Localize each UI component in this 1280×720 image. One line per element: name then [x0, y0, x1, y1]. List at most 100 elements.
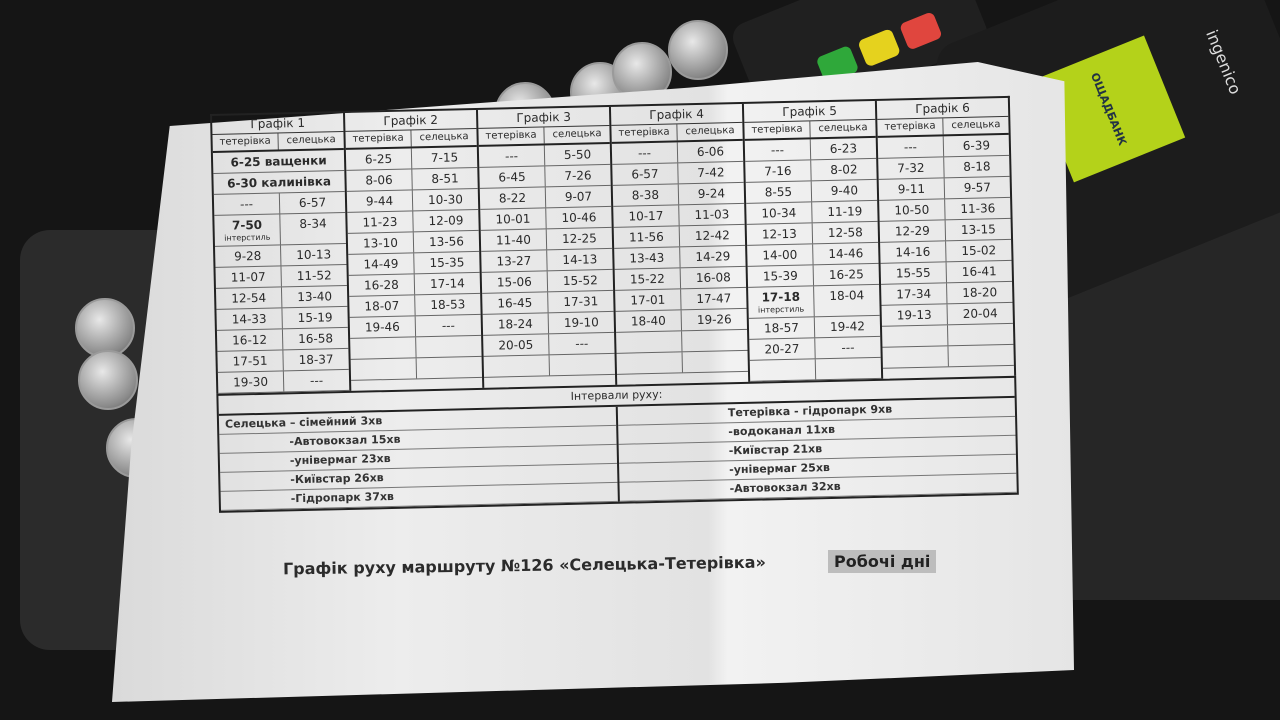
departure-time: 15-22 — [629, 271, 665, 287]
departure-selecka: 19-10 — [563, 315, 599, 331]
table-row: --- 6-23 — [744, 137, 877, 162]
departure-selecka: 12-42 — [694, 228, 730, 244]
table-row: --- 5-50 — [478, 143, 611, 168]
departure-time: 16-45 — [497, 295, 533, 311]
departure-time: --- — [637, 146, 652, 161]
table-row: 7-32 8-18 — [878, 155, 1010, 180]
schedule-2: Графік 2 тетерівка селецька 6-25 7-15 8-06 8-5… — [345, 109, 485, 391]
departure-time: 18-40 — [630, 313, 666, 329]
departure-selecka: 14-46 — [828, 246, 864, 262]
column-header-teterivka: тетерівка — [877, 118, 944, 136]
departure-time: 17-34 — [896, 286, 932, 302]
departure-selecka: 10-13 — [296, 247, 332, 263]
schedule-6: Графік 6 тетерівка селецька --- 6-39 7-32 8-18… — [876, 97, 1014, 379]
table-row: 11-07 11-52 — [215, 264, 347, 289]
departure-teterivka: 8-22 — [479, 187, 547, 209]
departure-selecka: 9-07 — [564, 189, 593, 204]
table-row: 7-50 інтерстиль 8-34 — [214, 212, 346, 247]
departure-teterivka: 10-01 — [480, 208, 547, 230]
column-header-selecka: селецька — [552, 128, 602, 141]
departure-selecka: 10-30 — [427, 192, 464, 208]
departure-time: 10-34 — [761, 205, 797, 221]
table-row: 18-24 19-10 — [482, 311, 615, 336]
table-row: 16-12 16-58 — [216, 327, 349, 352]
schedule-5: Графік 5 тетерівка селецька --- 6-23 7-16 8-02… — [743, 100, 884, 382]
table-row: 17-01 17-47 — [615, 287, 747, 312]
departure-teterivka: 11-40 — [480, 229, 548, 251]
departure-selecka: 15-02 — [961, 243, 997, 258]
departure-teterivka: 8-55 — [745, 181, 813, 203]
departure-teterivka: --- — [744, 139, 812, 161]
column-header-teterivka: тетерівка — [478, 127, 545, 145]
departure-teterivka: 18-40 — [615, 310, 683, 332]
table-row: 18-07 18-53 — [349, 293, 481, 318]
departure-time: 8-55 — [764, 184, 793, 200]
departure-selecka: 16-41 — [961, 264, 997, 279]
empty-row — [616, 350, 748, 375]
departure-time: 6-45 — [498, 169, 526, 185]
departure-time: 8-22 — [498, 190, 527, 206]
column-header-selecka: селецька — [286, 134, 336, 147]
empty-cell — [550, 354, 615, 375]
table-row: 6-25 7-15 — [345, 146, 478, 171]
column-header-selecka: селецька — [685, 125, 735, 138]
departure-teterivka: 18-07 — [349, 295, 416, 317]
terminal-brand-logo: ingenico — [1202, 27, 1246, 98]
table-row: --- 6-39 — [877, 134, 1010, 159]
departure-teterivka: 19-13 — [881, 304, 948, 326]
empty-cell — [616, 352, 683, 374]
departure-time: 10-50 — [894, 202, 930, 218]
table-row: 15-39 16-25 — [747, 263, 880, 288]
departure-selecka: 8-51 — [431, 171, 459, 186]
departure-selecka: 6-57 — [298, 195, 327, 211]
departure-selecka: 9-57 — [963, 180, 992, 195]
table-row: 19-30 --- — [217, 369, 350, 394]
departure-selecka: 18-04 — [829, 288, 865, 303]
table-row: 9-11 9-57 — [878, 176, 1011, 201]
departure-selecka: 18-20 — [962, 285, 998, 300]
departure-teterivka: 7-50 інтерстиль — [214, 214, 281, 246]
departure-time: 13-27 — [496, 253, 532, 269]
red-key — [898, 11, 943, 51]
departure-selecka: 18-37 — [298, 352, 334, 368]
departure-teterivka: 8-38 — [612, 184, 680, 206]
departure-selecka: 15-19 — [297, 310, 333, 326]
table-row: 18-57 19-42 — [748, 315, 881, 340]
schedule-note-row: 6-25 ващенки — [212, 149, 345, 174]
departure-time: 19-13 — [896, 307, 932, 323]
schedule-4: Графік 4 тетерівка селецька --- 6-06 6-57 7-42… — [610, 103, 751, 385]
departure-selecka: 14-29 — [695, 249, 731, 265]
departure-teterivka: 20-27 — [749, 338, 816, 360]
departure-teterivka: 17-34 — [881, 283, 948, 305]
departure-teterivka: 9-44 — [346, 190, 414, 212]
column-header-teterivka: тетерівка — [212, 133, 279, 151]
departure-time: 7-32 — [897, 160, 925, 176]
table-row: 20-27 --- — [749, 336, 881, 361]
table-row: 10-50 11-36 — [879, 197, 1011, 222]
schedule-note: 6-25 ващенки — [230, 153, 327, 170]
table-row: 11-56 12-42 — [613, 224, 746, 249]
table-row: 16-45 17-31 — [482, 290, 614, 315]
departure-teterivka: 12-13 — [746, 223, 814, 245]
departure-time: 13-43 — [629, 250, 665, 266]
table-row: 7-16 8-02 — [745, 158, 877, 183]
table-row: 11-23 12-09 — [347, 209, 479, 234]
table-row: 10-01 10-46 — [480, 206, 612, 231]
departure-time: 18-57 — [763, 320, 800, 336]
departure-selecka: 11-03 — [694, 207, 730, 223]
intervals-from-selecka: Селецька – сімейний 3хв -Автовокзал 15хв -… — [218, 406, 620, 511]
table-row: 15-06 15-52 — [481, 269, 614, 294]
table-row: --- 6-57 — [213, 191, 346, 216]
table-row: 10-17 11-03 — [613, 203, 745, 228]
departure-selecka: 11-52 — [296, 268, 332, 284]
departure-time: 12-13 — [761, 226, 797, 242]
table-row: 16-28 17-14 — [348, 272, 481, 297]
departure-time: 12-54 — [231, 290, 267, 306]
departure-teterivka: 18-57 — [748, 317, 816, 339]
table-row: 12-29 13-15 — [879, 218, 1012, 243]
departure-teterivka: 16-12 — [216, 329, 284, 351]
table-row: 13-43 14-29 — [614, 245, 746, 270]
departure-selecka: 13-15 — [960, 222, 996, 237]
departure-time: 18-07 — [364, 298, 400, 314]
departure-selecka: --- — [441, 318, 456, 333]
